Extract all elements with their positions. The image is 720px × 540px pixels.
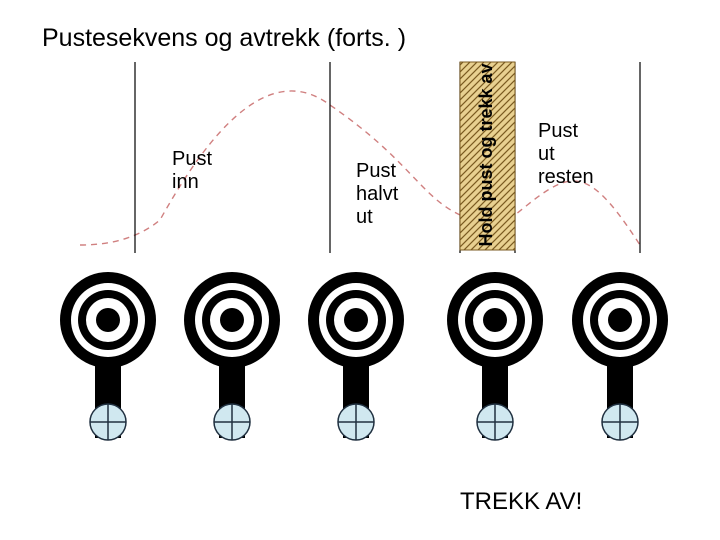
sight-target (447, 272, 543, 440)
sight-target (572, 272, 668, 440)
label-pust-halvt-ut: Pust halvt ut (356, 160, 398, 229)
sight-target (60, 272, 156, 440)
label-hold: Hold pust og trekk av (476, 63, 496, 246)
sight-target (308, 272, 404, 440)
breathing-diagram: Hold pust og trekk av (0, 0, 720, 540)
label-trekk-av: TREKK AV! (460, 488, 582, 516)
sight-target (184, 272, 280, 440)
label-pust-ut-resten: Pust ut resten (538, 120, 594, 189)
label-pust-inn: Pust inn (172, 148, 212, 194)
